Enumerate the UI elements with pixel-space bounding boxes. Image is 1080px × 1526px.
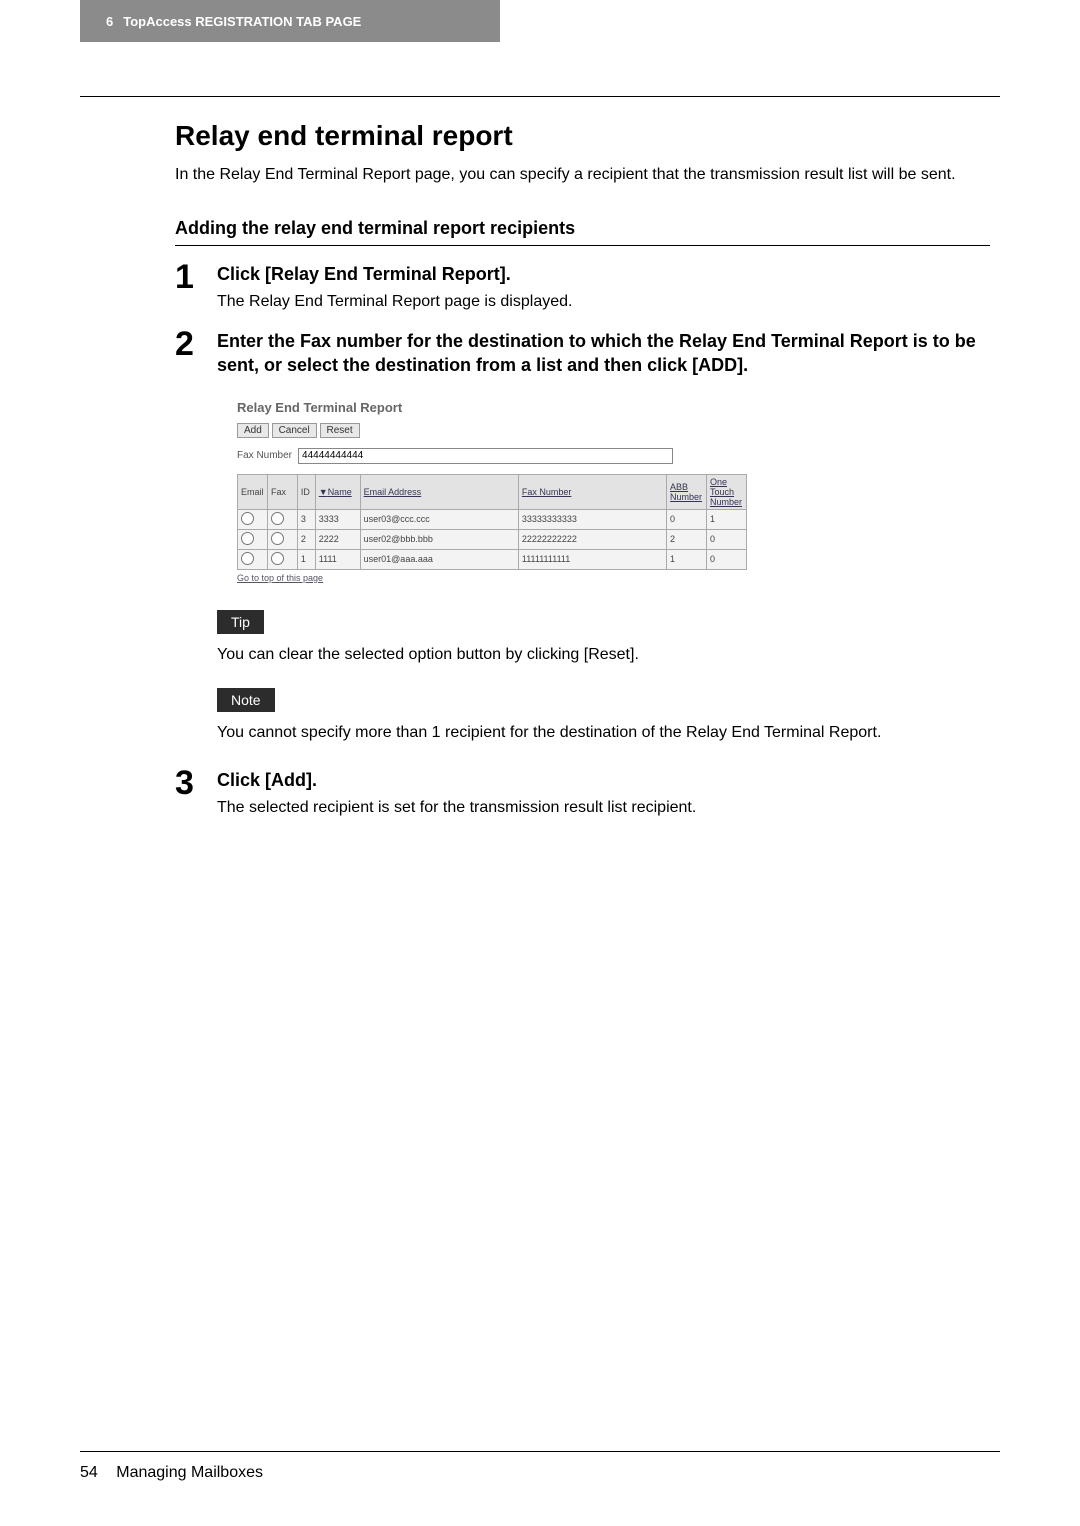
step-heading: Click [Relay End Terminal Report]. (217, 262, 990, 286)
cell-fax: 22222222222 (518, 529, 666, 549)
cell-email: user03@ccc.ccc (360, 509, 518, 529)
reset-button[interactable]: Reset (320, 423, 360, 438)
cell-ot: 1 (706, 509, 746, 529)
fax-radio[interactable] (271, 532, 284, 545)
col-abb-link[interactable]: ABB Number (670, 482, 702, 502)
cancel-button[interactable]: Cancel (272, 423, 317, 438)
content-area: Relay end terminal report In the Relay E… (175, 120, 990, 833)
go-to-top-link[interactable]: Go to top of this page (237, 573, 323, 583)
fax-radio[interactable] (271, 552, 284, 565)
step-number: 2 (175, 327, 217, 382)
cell-id: 2 (297, 529, 315, 549)
chapter-header: 6 TopAccess REGISTRATION TAB PAGE (80, 0, 500, 42)
cell-ot: 0 (706, 549, 746, 569)
fax-number-label: Fax Number (237, 450, 292, 461)
col-fax-link[interactable]: Fax Number (522, 487, 572, 497)
step-heading: Enter the Fax number for the destination… (217, 329, 990, 378)
subsection-title: Adding the relay end terminal report rec… (175, 218, 990, 239)
col-email-link[interactable]: Email Address (364, 487, 422, 497)
tip-text: You can clear the selected option button… (217, 644, 990, 666)
email-radio[interactable] (241, 552, 254, 565)
col-one-touch[interactable]: One Touch Number (706, 474, 746, 509)
recipients-table: Email Fax ID ▼Name Email Address Fax Num… (237, 474, 747, 570)
step-description: The selected recipient is set for the tr… (217, 797, 990, 819)
cell-name: 1111 (315, 549, 360, 569)
embedded-screenshot: Relay End Terminal Report Add Cancel Res… (237, 400, 747, 584)
step-heading: Click [Add]. (217, 768, 990, 792)
add-button[interactable]: Add (237, 423, 269, 438)
cell-id: 1 (297, 549, 315, 569)
col-ot-link[interactable]: One Touch Number (710, 477, 742, 507)
cell-abb: 2 (667, 529, 707, 549)
page-number: 54 (80, 1464, 98, 1481)
col-name[interactable]: ▼Name (315, 474, 360, 509)
cell-abb: 0 (667, 509, 707, 529)
col-fax-number[interactable]: Fax Number (518, 474, 666, 509)
chapter-title: TopAccess REGISTRATION TAB PAGE (123, 14, 361, 29)
footer-text: 54 Managing Mailboxes (80, 1464, 1000, 1482)
table-row: 2 2222 user02@bbb.bbb 22222222222 2 0 (238, 529, 747, 549)
screenshot-button-row: Add Cancel Reset (237, 423, 747, 438)
step-body: Enter the Fax number for the destination… (217, 327, 990, 382)
col-name-label: Name (328, 487, 352, 497)
cell-ot: 0 (706, 529, 746, 549)
col-abb[interactable]: ABB Number (667, 474, 707, 509)
email-radio[interactable] (241, 532, 254, 545)
step-3: 3 Click [Add]. The selected recipient is… (175, 766, 990, 819)
cell-abb: 1 (667, 549, 707, 569)
section-intro: In the Relay End Terminal Report page, y… (175, 164, 990, 186)
step-description: The Relay End Terminal Report page is di… (217, 291, 990, 313)
cell-id: 3 (297, 509, 315, 529)
page-footer: 54 Managing Mailboxes (80, 1451, 1000, 1482)
col-fax: Fax (267, 474, 297, 509)
step-body: Click [Relay End Terminal Report]. The R… (217, 260, 990, 313)
table-row: 1 1111 user01@aaa.aaa 11111111111 1 0 (238, 549, 747, 569)
section-title: Relay end terminal report (175, 120, 990, 152)
cell-name: 2222 (315, 529, 360, 549)
col-email: Email (238, 474, 268, 509)
cell-fax: 33333333333 (518, 509, 666, 529)
cell-email: user02@bbb.bbb (360, 529, 518, 549)
note-tag: Note (217, 688, 275, 712)
col-id: ID (297, 474, 315, 509)
running-footer: Managing Mailboxes (116, 1464, 263, 1481)
col-email-addr[interactable]: Email Address (360, 474, 518, 509)
fax-number-input[interactable] (298, 448, 673, 464)
screenshot-title: Relay End Terminal Report (237, 400, 747, 415)
cell-fax: 11111111111 (518, 549, 666, 569)
footer-divider (80, 1451, 1000, 1452)
note-text: You cannot specify more than 1 recipient… (217, 722, 990, 744)
step-1: 1 Click [Relay End Terminal Report]. The… (175, 260, 990, 313)
cell-name: 3333 (315, 509, 360, 529)
fax-radio[interactable] (271, 512, 284, 525)
fax-number-row: Fax Number (237, 448, 747, 464)
table-row: 3 3333 user03@ccc.ccc 33333333333 0 1 (238, 509, 747, 529)
step-number: 3 (175, 766, 217, 819)
step-body: Click [Add]. The selected recipient is s… (217, 766, 990, 819)
chapter-number: 6 (106, 14, 113, 29)
tip-tag: Tip (217, 610, 264, 634)
step-2: 2 Enter the Fax number for the destinati… (175, 327, 990, 382)
top-divider (80, 96, 1000, 97)
email-radio[interactable] (241, 512, 254, 525)
subsection-divider (175, 245, 990, 246)
cell-email: user01@aaa.aaa (360, 549, 518, 569)
step-number: 1 (175, 260, 217, 313)
